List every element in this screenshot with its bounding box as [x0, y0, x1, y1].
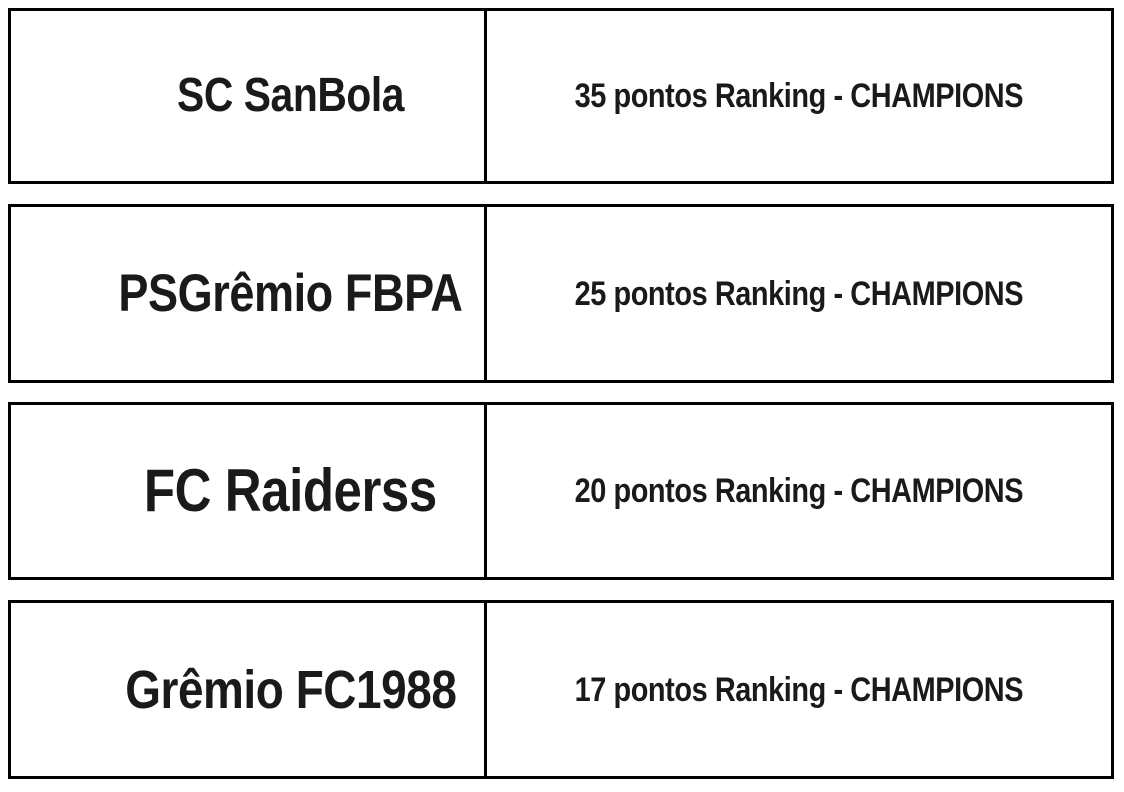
team-row: Grêmio FC1988 17 pontos Ranking - CHAMPI… [8, 600, 1114, 779]
points-text: 20 pontos Ranking - CHAMPIONS [574, 472, 1024, 510]
points-text: 35 pontos Ranking - CHAMPIONS [574, 77, 1024, 115]
points-cell: 20 pontos Ranking - CHAMPIONS [487, 405, 1111, 577]
team-name-cell: SC SanBola [11, 11, 487, 181]
points-text: 25 pontos Ranking - CHAMPIONS [574, 274, 1024, 313]
team-name-cell: Grêmio FC1988 [11, 603, 487, 776]
team-name-cell: FC Raiderss [11, 405, 487, 577]
points-cell: 25 pontos Ranking - CHAMPIONS [487, 207, 1111, 380]
team-row: FC Raiderss 20 pontos Ranking - CHAMPION… [8, 402, 1114, 580]
team-row: PSGrêmio FBPA 25 pontos Ranking - CHAMPI… [8, 204, 1114, 383]
ranking-table: SC SanBola 35 pontos Ranking - CHAMPIONS… [8, 8, 1114, 779]
points-cell: 17 pontos Ranking - CHAMPIONS [487, 603, 1111, 776]
team-name: Grêmio FC1988 [124, 659, 457, 720]
points-cell: 35 pontos Ranking - CHAMPIONS [487, 11, 1111, 181]
team-name: PSGrêmio FBPA [118, 264, 463, 323]
team-row: SC SanBola 35 pontos Ranking - CHAMPIONS [8, 8, 1114, 184]
points-text: 17 pontos Ranking - CHAMPIONS [574, 670, 1024, 709]
team-name: SC SanBola [176, 69, 405, 122]
team-name-cell: PSGrêmio FBPA [11, 207, 487, 380]
team-name: FC Raiderss [144, 457, 437, 524]
